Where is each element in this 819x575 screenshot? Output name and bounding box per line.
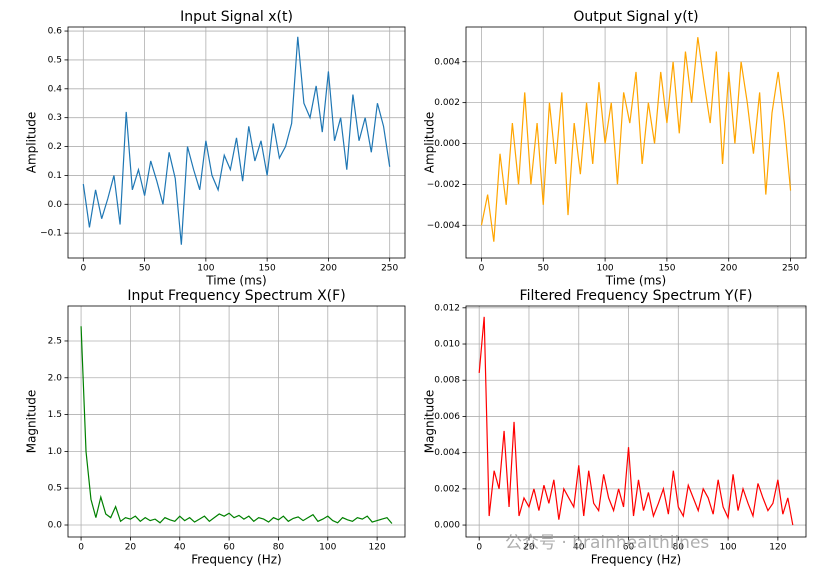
- y-tick-label: 0.0: [48, 521, 63, 531]
- x-tick-label: 150: [259, 264, 276, 274]
- y-tick-label: 0.002: [434, 98, 460, 108]
- chart-title: Output Signal y(t): [573, 9, 698, 25]
- x-tick-label: 50: [139, 264, 151, 274]
- x-tick-label: 150: [658, 264, 675, 274]
- x-tick-label: 60: [623, 543, 635, 553]
- x-tick-label: 40: [174, 543, 186, 553]
- axes-frame: [67, 305, 406, 538]
- x-tick-label: 50: [538, 264, 550, 274]
- y-tick-label: −0.004: [427, 221, 461, 231]
- axes-frame: [465, 26, 807, 259]
- x-axis-label: Frequency (Hz): [191, 553, 282, 567]
- y-tick-label: 0.5: [48, 484, 62, 494]
- x-tick-label: 250: [782, 264, 799, 274]
- x-tick-label: 100: [319, 543, 336, 553]
- axes-frame: [465, 305, 807, 538]
- y-tick-label: 0.4: [48, 84, 63, 94]
- y-tick-label: 0.000: [434, 521, 460, 531]
- y-axis-label: Amplitude: [25, 112, 39, 174]
- y-tick-label: 0.004: [434, 448, 460, 458]
- y-tick-label: 0.002: [434, 484, 460, 494]
- x-axis-label: Frequency (Hz): [591, 553, 682, 567]
- x-tick-label: 100: [197, 264, 214, 274]
- y-tick-label: 0.012: [434, 303, 460, 313]
- y-axis-label: Magnitude: [25, 390, 39, 454]
- x-tick-label: 40: [573, 543, 585, 553]
- y-tick-label: −0.1: [40, 229, 62, 239]
- y-tick-label: 0.6: [48, 27, 63, 37]
- chart-title: Input Signal x(t): [180, 9, 293, 25]
- chart-title: Filtered Frequency Spectrum Y(F): [520, 288, 753, 304]
- x-tick-label: 60: [223, 543, 235, 553]
- y-tick-label: 0.0: [48, 200, 63, 210]
- data-line: [80, 326, 393, 524]
- x-tick-label: 120: [369, 543, 386, 553]
- x-tick-label: 80: [673, 543, 685, 553]
- y-tick-label: 1.0: [48, 447, 63, 457]
- x-tick-label: 0: [479, 264, 485, 274]
- x-tick-label: 200: [320, 264, 337, 274]
- data-line: [82, 36, 391, 245]
- x-tick-label: 100: [596, 264, 613, 274]
- y-tick-label: 0.000: [434, 139, 460, 149]
- y-tick-label: 0.2: [48, 142, 62, 152]
- y-tick-label: −0.002: [427, 180, 460, 190]
- x-tick-label: 80: [273, 543, 285, 553]
- x-tick-label: 200: [720, 264, 737, 274]
- y-tick-label: 0.010: [434, 340, 460, 350]
- y-tick-label: 0.006: [434, 412, 460, 422]
- x-tick-label: 0: [78, 543, 84, 553]
- data-line: [478, 316, 794, 526]
- x-tick-label: 100: [719, 543, 736, 553]
- x-tick-label: 120: [769, 543, 786, 553]
- y-tick-label: 0.5: [48, 55, 62, 65]
- y-tick-label: 2.5: [48, 336, 62, 346]
- watermark: 公众号 · brainhealthlines: [505, 533, 709, 553]
- y-tick-label: 0.3: [48, 113, 62, 123]
- x-tick-label: 250: [381, 264, 398, 274]
- data-line: [480, 37, 792, 242]
- y-tick-label: 0.1: [48, 171, 62, 181]
- y-tick-label: 0.004: [434, 57, 460, 67]
- chart-title: Input Frequency Spectrum X(F): [127, 288, 345, 304]
- x-axis-label: Time (ms): [605, 274, 667, 288]
- y-axis-label: Amplitude: [423, 112, 437, 174]
- x-tick-label: 20: [523, 543, 535, 553]
- x-tick-label: 0: [476, 543, 482, 553]
- x-tick-label: 0: [80, 264, 86, 274]
- x-tick-label: 20: [125, 543, 137, 553]
- y-tick-label: 1.5: [48, 410, 62, 420]
- y-tick-label: 0.008: [434, 376, 460, 386]
- y-axis-label: Magnitude: [423, 390, 437, 454]
- axes-frame: [67, 26, 406, 259]
- x-axis-label: Time (ms): [205, 274, 267, 288]
- y-tick-label: 2.0: [48, 373, 63, 383]
